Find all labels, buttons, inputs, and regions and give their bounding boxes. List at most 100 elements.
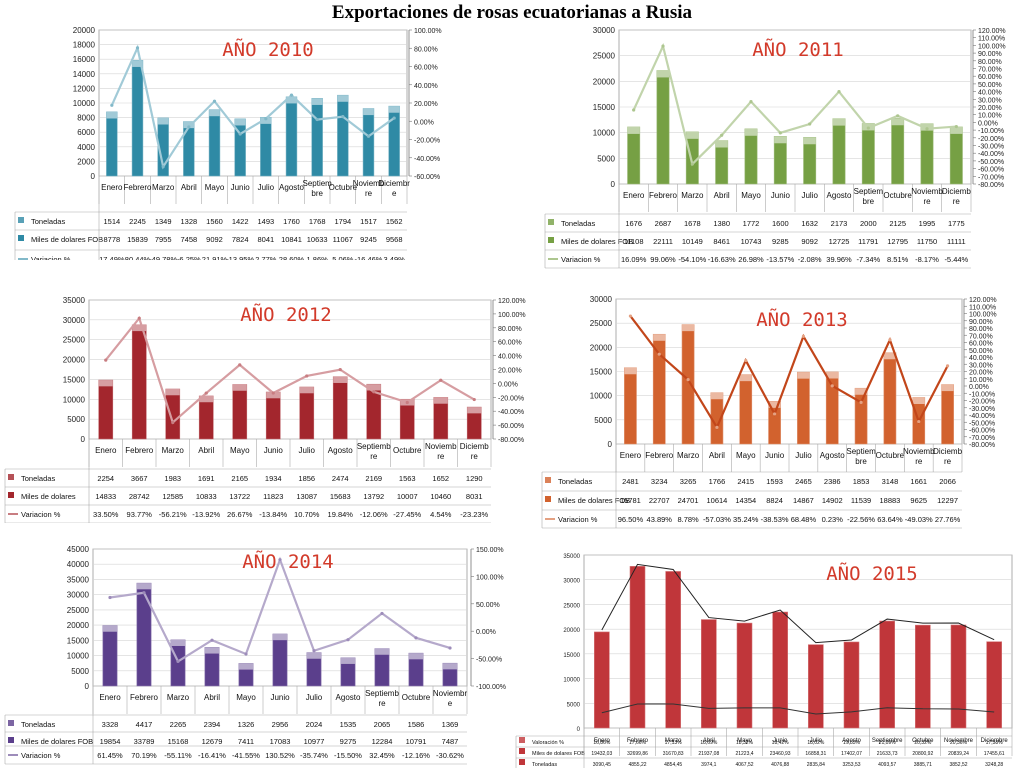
table-cell: 2169 [365,474,382,483]
chart-title: AÑO 2012 [240,303,332,326]
y2-tick-label: 30.00% [969,362,993,369]
table-cell: 7411 [238,737,254,746]
variation-point [925,127,929,131]
x-tick-label: re [378,699,386,708]
y-tick-label: 10000 [563,678,580,684]
legend-key [545,477,551,483]
table-cell: 7487 [442,737,459,746]
table-cell: -54.10% [678,255,706,264]
bar-cap [209,109,220,117]
bar [656,70,670,185]
table-cell: 4067,52 [735,762,753,768]
x-tick-label: Diciembre [981,738,1009,744]
y2-tick-label: -20.00% [969,399,995,406]
x-tick-label: Septiemb [357,442,391,451]
table-cell: 9092 [206,235,223,244]
bar-cap [653,334,666,341]
y-tick-label: 18000 [73,41,96,50]
y2-tick-label: -80.00% [978,182,1004,189]
y-tick-label: 15000 [63,375,86,384]
x-tick-label: re [923,197,931,206]
variation-point [244,652,248,656]
page-title: Exportaciones de rosas ecuatorianas a Ru… [331,2,693,23]
variation-point [837,90,841,94]
variation-point [264,117,268,121]
x-tick-label: re [953,197,961,206]
x-tick-label: Febrero [649,191,678,200]
bar-cap [682,324,695,332]
table-row-label: Toneladas [558,477,592,486]
table-cell: 17,85% [843,740,861,746]
x-tick-label: re [365,189,373,198]
x-tick-label: Noviembr [433,689,468,698]
table-cell: 2265 [170,720,187,729]
bar-cap [803,137,816,145]
table-cell: 1632 [801,219,818,228]
table-row-label: Variacion % [21,510,61,519]
table-cell: 1983 [164,474,181,483]
table-cell: 8.51% [887,255,909,264]
variation-point [271,391,275,395]
variation-point [888,338,892,342]
table-cell: 1290 [466,474,483,483]
table-row-label: Variacion % [561,255,601,264]
y2-tick-label: 40.00% [414,83,438,90]
x-tick-label: Noviemb [353,179,385,188]
y-tick-label: 0 [81,435,86,444]
variation-point [135,46,140,50]
table-cell: -15.50% [334,751,362,760]
bar-cap [739,374,752,382]
table-cell: 12679 [202,737,223,746]
bar-cap [165,389,180,396]
table-cell: -38.53% [761,515,789,524]
x-tick-label: Julio [795,451,812,460]
x-tick-label: Junio [771,191,791,200]
table-cell: 1766 [709,477,726,486]
x-tick-label: Julio [306,693,323,702]
table-cell: 99.06% [650,255,676,264]
variation-line [632,42,957,167]
y2-tick-label: 50.00% [476,602,500,609]
table-cell: 18,69% [700,740,718,746]
x-tick-label: Mayo [737,738,752,744]
x-tick-label: Enero [594,738,611,744]
x-tick-label: Enero [620,451,642,460]
x-tick-label: Octubre [883,191,912,200]
x-tick-label: re [915,457,923,466]
chart-svg: 0 5000 10000 15000 20000 25000 30000 35000 -80.0… [4,296,526,523]
legend-key [548,237,554,243]
y-tick-label: 4000 [77,143,95,152]
y2-tick-label: 80.00% [498,326,522,333]
bar-cap [136,583,152,590]
y-tick-label: 5000 [594,416,612,425]
table-cell: 18883 [879,496,900,505]
table-cell: 1775 [948,219,965,228]
x-tick-label: Noviemb [903,447,935,456]
x-tick-label: Diciemb [460,442,489,451]
table-cell: 1326 [238,720,255,729]
variation-point [142,591,146,595]
y2-tick-label: 20.00% [498,368,522,375]
table-cell: 16,86% [593,740,611,746]
variation-point [212,99,217,103]
y-tick-label: 25000 [593,52,616,61]
x-tick-label: Febrero [123,183,152,192]
table-cell: 15683 [330,492,351,501]
table-cell: 3090,45 [593,762,611,768]
table-cell: 10977 [304,737,325,746]
x-tick-label: Junio [264,446,284,455]
y2-tick-label: -80.00% [498,437,524,444]
table-cell: 33.50% [93,510,119,519]
variation-point [346,638,350,642]
tonnage-line [601,703,995,715]
bar-cap [388,106,400,113]
table-cell: 17,66% [629,740,647,746]
bar-cap [912,397,925,405]
bar [627,126,641,185]
y2-tick-label: 100.00% [498,312,526,319]
chart-title: AÑO 2014 [242,550,334,573]
table-cell: 5.06% [332,255,354,260]
table-cell: 1562 [386,217,403,226]
table-cell: 8031 [466,492,483,501]
chart-2010: 0 2000 4000 6000 8000 10000 12000 14000 16000 180… [13,26,491,260]
